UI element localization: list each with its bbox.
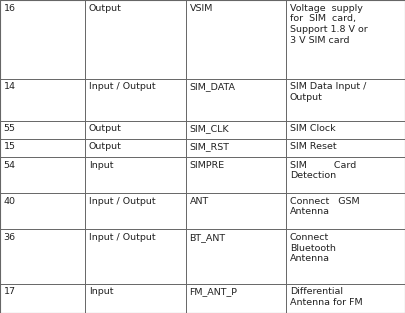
Bar — [85, 193, 186, 229]
Bar — [0, 229, 85, 284]
Bar — [0, 139, 85, 157]
Bar — [286, 121, 405, 139]
Bar — [186, 79, 286, 121]
Bar — [186, 229, 286, 284]
Text: 15: 15 — [4, 142, 15, 151]
Bar — [85, 121, 186, 139]
Text: 40: 40 — [4, 197, 15, 206]
Text: 36: 36 — [4, 233, 16, 242]
Text: Input / Output: Input / Output — [89, 197, 156, 206]
Bar — [85, 139, 186, 157]
Text: Output: Output — [89, 4, 122, 13]
Text: SIM_DATA: SIM_DATA — [190, 82, 235, 91]
Text: Output: Output — [89, 124, 122, 133]
Text: 14: 14 — [4, 82, 15, 91]
Bar — [186, 193, 286, 229]
Bar — [0, 284, 85, 313]
Bar — [85, 229, 186, 284]
Text: Output: Output — [89, 142, 122, 151]
Bar — [186, 139, 286, 157]
Bar — [85, 79, 186, 121]
Text: Input / Output: Input / Output — [89, 233, 156, 242]
Text: 16: 16 — [4, 4, 15, 13]
Bar — [286, 139, 405, 157]
Bar — [186, 0, 286, 79]
Text: SIM_RST: SIM_RST — [190, 142, 230, 151]
Bar — [286, 229, 405, 284]
Text: Input: Input — [89, 287, 113, 296]
Text: BT_ANT: BT_ANT — [190, 233, 226, 242]
Bar — [0, 193, 85, 229]
Text: VSIM: VSIM — [190, 4, 213, 13]
Bar — [85, 284, 186, 313]
Text: 17: 17 — [4, 287, 15, 296]
Text: Connect   GSM
Antenna: Connect GSM Antenna — [290, 197, 360, 217]
Text: Input: Input — [89, 161, 113, 170]
Text: SIM Data Input /
Output: SIM Data Input / Output — [290, 82, 366, 102]
Text: SIM         Card
Detection: SIM Card Detection — [290, 161, 356, 180]
Bar — [186, 284, 286, 313]
Bar — [286, 284, 405, 313]
Bar — [286, 0, 405, 79]
Text: Voltage  supply
for  SIM  card,
Support 1.8 V or
3 V SIM card: Voltage supply for SIM card, Support 1.8… — [290, 4, 368, 45]
Bar — [0, 121, 85, 139]
Text: SIM_CLK: SIM_CLK — [190, 124, 229, 133]
Bar — [286, 79, 405, 121]
Bar — [186, 121, 286, 139]
Bar — [186, 157, 286, 193]
Text: SIMPRE: SIMPRE — [190, 161, 224, 170]
Text: FM_ANT_P: FM_ANT_P — [190, 287, 237, 296]
Text: Differential
Antenna for FM: Differential Antenna for FM — [290, 287, 362, 307]
Bar — [0, 79, 85, 121]
Bar — [286, 193, 405, 229]
Bar — [0, 157, 85, 193]
Bar — [286, 157, 405, 193]
Text: SIM Reset: SIM Reset — [290, 142, 337, 151]
Bar — [85, 157, 186, 193]
Text: 55: 55 — [4, 124, 15, 133]
Text: Connect
Bluetooth
Antenna: Connect Bluetooth Antenna — [290, 233, 336, 263]
Text: ANT: ANT — [190, 197, 209, 206]
Bar — [0, 0, 85, 79]
Text: SIM Clock: SIM Clock — [290, 124, 336, 133]
Bar — [85, 0, 186, 79]
Text: Input / Output: Input / Output — [89, 82, 156, 91]
Text: 54: 54 — [4, 161, 15, 170]
